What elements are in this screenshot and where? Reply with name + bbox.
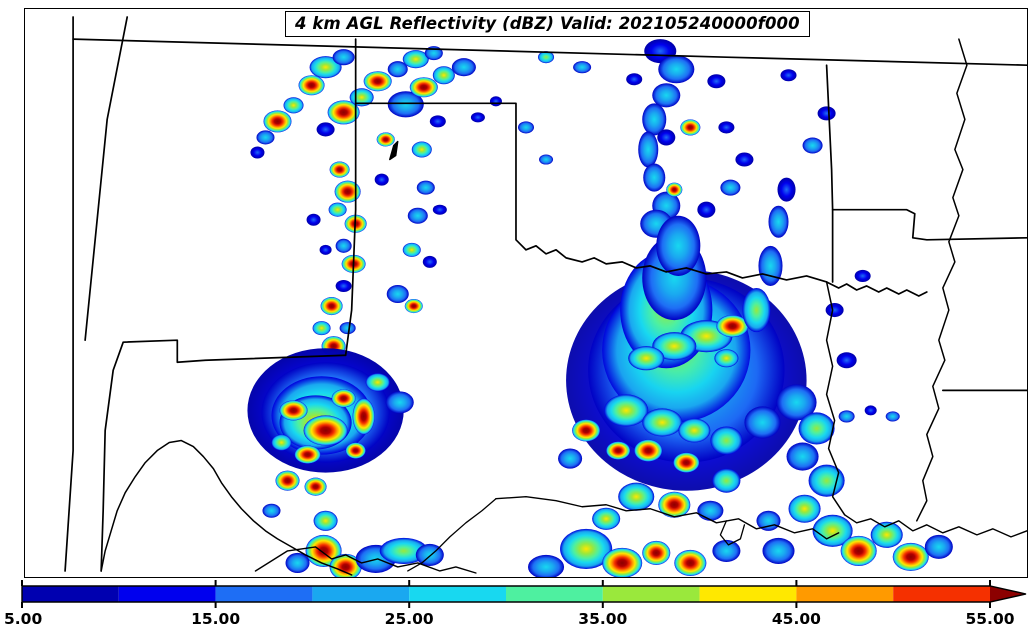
coastline-gulf	[254, 514, 1027, 574]
colorbar-tick-label: 15.00	[191, 610, 240, 628]
radar-echo-layer	[247, 39, 953, 577]
plot-title-box: 4 km AGL Reflectivity (dBZ) Valid: 20210…	[285, 11, 810, 38]
echo-group-gulf-coast	[756, 69, 953, 571]
colorbar-tick-label: 25.00	[385, 610, 434, 628]
colorbar-outline	[21, 585, 1027, 603]
colorbar-ticks	[21, 580, 991, 608]
colorbar-tick-labels: 5.00 15.00 25.00 35.00 45.00 55.00	[4, 610, 1015, 628]
political-boundary-layer	[64, 16, 1027, 576]
colorbar-band	[893, 586, 990, 602]
colorbar-band	[22, 586, 119, 602]
colorbar-band	[602, 586, 700, 602]
border-co-nm-vertical	[84, 16, 129, 342]
echo-group-central-texas-mcs	[528, 177, 807, 577]
border-tx-la	[825, 281, 846, 516]
border-nm-west	[64, 16, 74, 572]
border-us-mexico-rio-grande	[100, 439, 353, 576]
plot-title-text: 4 km AGL Reflectivity (dBZ) Valid: 20210…	[295, 14, 800, 33]
colorbar-band	[506, 586, 603, 602]
colorbar-band	[118, 586, 216, 602]
echo-group-nm-dryline	[250, 46, 443, 357]
colorbar-bands	[21, 585, 1027, 603]
coastline-texas-bays	[407, 498, 746, 572]
border-mo-ar	[831, 208, 1027, 241]
border-co-nm-ks-ok-line	[72, 38, 1027, 67]
colorbar-band	[409, 586, 506, 602]
colorbar-canvas: 5.00 15.00 25.00 35.00 45.00 55.00	[4, 580, 1027, 628]
border-ok-ar	[825, 64, 834, 283]
echo-group-kansas-oklahoma-band	[538, 39, 754, 292]
border-ok-panhandle	[354, 102, 828, 283]
lake-meredith	[389, 140, 399, 161]
colorbar-band	[215, 586, 313, 602]
echo-group-texas-panhandle	[374, 58, 554, 314]
colorbar-band	[796, 586, 894, 602]
border-nm-tx-south	[100, 339, 347, 572]
colorbar: 5.00 15.00 25.00 35.00 45.00 55.00	[0, 578, 1033, 633]
colorbar-band	[699, 586, 797, 602]
border-mississippi-river	[916, 38, 968, 522]
map-canvas	[64, 16, 1027, 577]
colorbar-tick-label: 55.00	[965, 610, 1014, 628]
colorbar-tick-label: 45.00	[772, 610, 821, 628]
colorbar-band	[312, 586, 410, 602]
border-tx-ok-red-river	[825, 281, 928, 297]
colorbar-tick-label: 5.00	[4, 610, 42, 628]
colorbar-tick-label: 35.00	[578, 610, 627, 628]
colorbar-extend-arrow	[990, 586, 1026, 602]
map-panel	[24, 8, 1028, 578]
coastline-texas	[495, 496, 840, 540]
border-nm-tx	[344, 38, 357, 357]
echo-group-west-texas-mcs	[247, 348, 444, 577]
